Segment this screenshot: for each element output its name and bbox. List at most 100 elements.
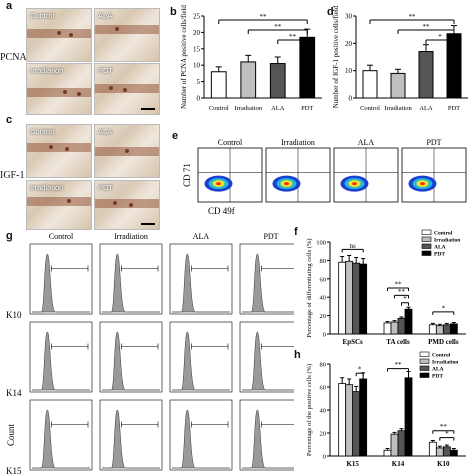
chart-b-pcna: 0 5 10 15 20 25 Number of PCNA positive cells/… — [180, 5, 322, 112]
y-tick-label: 0 — [349, 95, 353, 103]
legend-label: PDT — [432, 374, 443, 380]
histogram-column-title: ALA — [193, 232, 210, 241]
tile-label: Control — [30, 127, 55, 136]
y-tick-label: 10 — [193, 62, 201, 70]
panel-letter-c: c — [6, 114, 13, 126]
bar-ala-k10 — [442, 446, 451, 457]
chart-g-histograms: Control Irradiation ALA PDT K10 K14 K15 Count — [6, 232, 294, 474]
bar-irradiation-k14 — [390, 433, 399, 457]
panel-letter-e: e — [172, 130, 179, 142]
row-label-igf: IGF-1 — [0, 170, 25, 181]
bar-pdt-k14 — [404, 377, 413, 457]
flow-plot-title: PDT — [426, 138, 441, 147]
x-tick-label: K14 — [392, 460, 405, 468]
chart-e-flow: Control Irradiation ALA PDT CD 71 CD 49f — [182, 138, 467, 216]
sig-label: ** — [395, 361, 403, 369]
histogram-peak — [242, 253, 294, 313]
bar-irradiation-epscs — [345, 260, 354, 335]
sig-label: ** — [409, 13, 417, 21]
x-tick-label: PDT — [448, 105, 460, 112]
sig-label: * — [442, 304, 446, 312]
sig-label: ** — [423, 23, 431, 31]
y-axis-label: Count — [6, 424, 16, 447]
histogram-frame — [29, 243, 93, 315]
histogram-peak — [32, 253, 90, 313]
histogram-frame — [99, 243, 163, 315]
histogram-peak — [102, 331, 160, 391]
histogram-column-title: Irradiation — [114, 232, 148, 241]
y-axis-label: Percentage of differentiating cells (%) — [306, 238, 313, 337]
bar-ala-pmd-cells — [442, 324, 451, 335]
y-axis-label: CD 71 — [182, 163, 192, 187]
y-tick-label: 30 — [345, 13, 353, 21]
sig-label: ns — [350, 242, 357, 250]
sig-label: * — [445, 430, 449, 438]
y-tick-label: 60 — [320, 276, 327, 283]
histogram-peak — [102, 253, 160, 313]
flow-plot-title: Control — [218, 138, 243, 147]
histogram-frame — [239, 243, 294, 315]
bar-ala-k15 — [352, 391, 361, 457]
micrograph-c-control: Control — [26, 124, 92, 178]
histogram-peak — [102, 409, 160, 469]
bar-pdt-k15 — [359, 378, 368, 457]
bar-pdt-epscs — [359, 263, 368, 335]
legend-label: Irradiation — [434, 238, 460, 244]
y-tick-label: 5 — [197, 78, 201, 86]
bar-control-k15 — [338, 383, 347, 457]
sig-label: * — [358, 366, 362, 374]
legend-label: PDT — [434, 252, 445, 258]
bar-pdt-ta-cells — [404, 308, 413, 335]
histogram-frame — [99, 399, 163, 471]
panel-letter-f: f — [294, 226, 298, 238]
panel-letter-d: d — [327, 6, 334, 18]
histogram-frame — [29, 399, 93, 471]
tile-label: ALA — [98, 11, 113, 20]
y-tick-label: 10 — [345, 67, 353, 75]
histogram-peak — [242, 331, 294, 391]
micrograph-c-ala: ALA — [94, 124, 160, 178]
y-tick-label: 0 — [323, 332, 326, 339]
x-tick-label: Control — [360, 105, 380, 112]
histogram-column-title: PDT — [263, 232, 278, 241]
histogram-column-title: Control — [49, 232, 74, 241]
x-tick-label: PMD cells — [428, 338, 459, 346]
x-axis-label: CD 49f — [208, 206, 235, 216]
y-tick-label: 20 — [193, 29, 201, 37]
micrograph-a-control: Control — [26, 8, 92, 62]
scale-bar — [141, 108, 155, 110]
panel-letter-h: h — [294, 349, 301, 361]
density-core — [215, 182, 221, 186]
x-tick-label: TA cells — [386, 338, 410, 346]
bar-control — [362, 70, 378, 99]
y-axis-label: Number of PCNA positive cells/field — [180, 5, 188, 109]
bar-irradiation-k15 — [345, 384, 354, 457]
x-tick-label: Control — [209, 105, 229, 112]
tile-label: Irradiation — [30, 183, 64, 192]
sig-label: ** — [274, 23, 282, 31]
bar-pdt-pmd-cells — [449, 323, 458, 335]
legend-label: ALA — [434, 245, 446, 251]
x-tick-label: Irradiation — [384, 105, 412, 112]
sig-label: ** — [260, 13, 268, 21]
bar-irradiation-pmd-cells — [435, 325, 444, 335]
histogram-row-label: K14 — [6, 388, 22, 398]
bar-pdt — [299, 36, 316, 99]
histogram-row-label: K15 — [6, 466, 22, 474]
x-tick-label: K10 — [437, 460, 450, 468]
sig-label: * — [403, 295, 407, 303]
panel-letter-b: b — [170, 6, 177, 18]
histogram-peak — [32, 409, 90, 469]
y-tick-label: 0 — [323, 454, 326, 461]
bar-control-epscs — [338, 261, 347, 335]
density-core — [419, 182, 425, 186]
micrograph-a-ala: ALA — [94, 8, 160, 62]
sig-label: ** — [395, 281, 403, 289]
bar-control — [210, 71, 227, 99]
y-tick-label: 80 — [320, 258, 327, 265]
tile-label: Irradiation — [30, 66, 64, 75]
bar-irradiation-ta-cells — [390, 321, 399, 335]
legend-swatch — [421, 236, 432, 242]
bar-ala — [269, 63, 286, 99]
